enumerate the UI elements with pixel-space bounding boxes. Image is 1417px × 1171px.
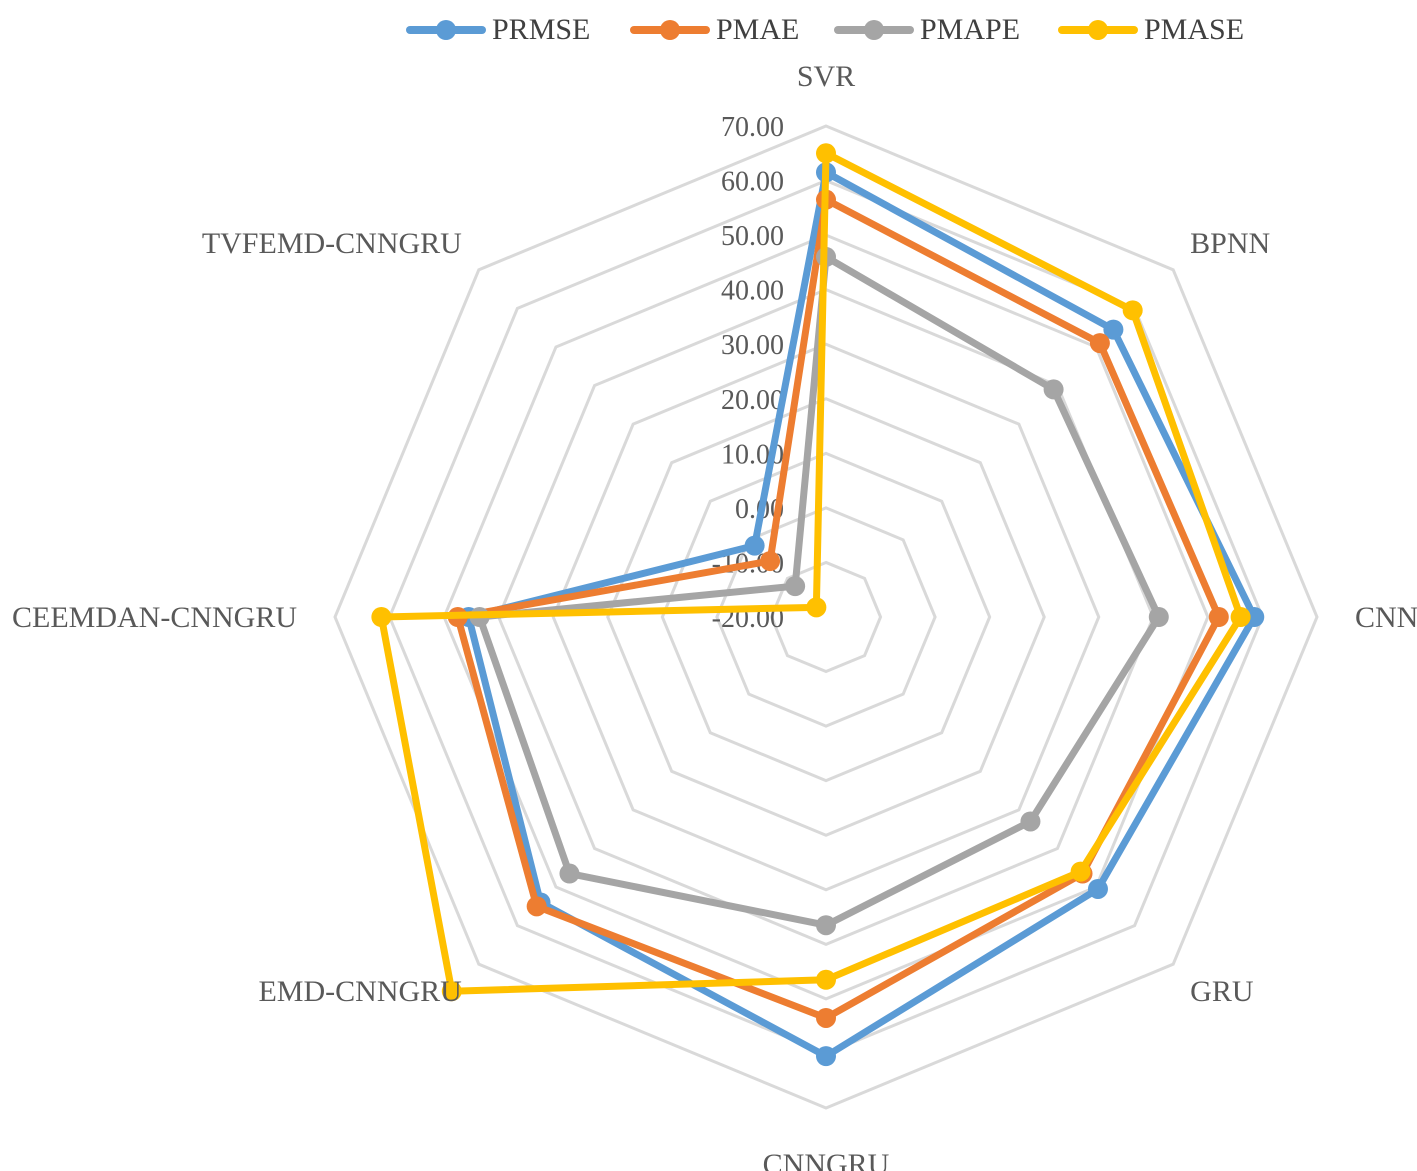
grid-ring-1	[769, 560, 883, 674]
data-point-pmase-svr	[816, 143, 836, 164]
data-point-pmase-cnngru	[816, 969, 836, 990]
category-label-gru: GRU	[1190, 975, 1254, 1008]
data-point-pmae-emd-cnngru	[526, 896, 547, 917]
legend: PRMSE PMAE PMAPE PMASE	[0, 10, 1417, 54]
tick-label-6: 40.00	[721, 276, 784, 307]
data-point-pmae-tvfemd-cnngru	[760, 551, 781, 572]
category-label-tvfemd-cnngru: TVFEMD-CNNGRU	[202, 227, 462, 260]
radar-series	[371, 143, 1265, 1067]
data-point-pmape-emd-cnngru	[559, 863, 580, 884]
tick-label-8: 60.00	[721, 167, 784, 198]
data-point-pmase-bpnn	[1122, 300, 1143, 321]
category-label-cnn: CNN	[1355, 601, 1417, 634]
data-point-pmae-bpnn	[1089, 333, 1110, 354]
category-label-bpnn: BPNN	[1190, 227, 1270, 260]
legend-label-pmase: PMASE	[1144, 13, 1245, 46]
data-point-pmase-cnn	[1230, 607, 1251, 627]
category-label-ceemdan-cnngru: CEEMDAN-CNNGRU	[12, 601, 297, 634]
radial-axis-ticks: -20.00-10.000.0010.0020.0030.0040.0050.0…	[712, 112, 784, 634]
grid-ring-4	[606, 397, 1046, 837]
data-point-prmse-tvfemd-cnngru	[744, 535, 765, 556]
data-point-prmse-bpnn	[1103, 319, 1124, 340]
data-point-pmape-bpnn	[1043, 379, 1064, 400]
category-label-emd-cnngru: EMD-CNNGRU	[258, 975, 462, 1008]
grid-ring-3	[660, 451, 992, 783]
tick-label-5: 30.00	[721, 330, 784, 361]
data-point-pmase-gru	[1070, 861, 1091, 882]
legend-swatch-prmse	[406, 20, 486, 40]
data-point-prmse-cnngru	[816, 1046, 836, 1067]
legend-item-pmase[interactable]: PMASE	[1058, 10, 1244, 50]
legend-item-pmae[interactable]: PMAE	[630, 10, 799, 50]
data-point-pmape-cnngru	[816, 915, 836, 936]
grid-ring-5	[551, 342, 1101, 892]
data-point-prmse-gru	[1087, 878, 1108, 899]
legend-swatch-pmae	[630, 20, 710, 40]
data-point-pmase-emd-cnngru	[441, 981, 462, 1002]
data-point-pmase-tvfemd-cnngru	[806, 597, 827, 618]
grid-ring-7	[442, 233, 1210, 1001]
data-point-pmape-gru	[1020, 811, 1041, 832]
legend-label-pmae: PMAE	[716, 13, 800, 46]
data-point-pmae-cnngru	[816, 1007, 836, 1028]
data-point-pmae-cnn	[1208, 607, 1229, 627]
tick-label-9: 70.00	[721, 112, 784, 143]
legend-swatch-pmase	[1058, 20, 1138, 40]
tick-label-4: 20.00	[721, 385, 784, 416]
grid-ring-9	[333, 124, 1319, 1110]
data-point-pmase-ceemdan-cnngru	[371, 607, 392, 627]
category-labels: SVRBPNNCNNGRUCNNGRUEMD-CNNGRUCEEMDAN-CNN…	[12, 60, 1417, 1171]
legend-item-pmape[interactable]: PMAPE	[834, 10, 1020, 50]
series-pmase	[371, 143, 1251, 1002]
legend-item-prmse[interactable]: PRMSE	[406, 10, 590, 50]
data-point-pmape-cnn	[1148, 607, 1169, 627]
legend-label-pmape: PMAPE	[920, 13, 1021, 46]
tick-label-7: 50.00	[721, 221, 784, 252]
legend-label-prmse: PRMSE	[492, 13, 591, 46]
category-label-svr: SVR	[797, 60, 855, 93]
legend-swatch-pmape	[834, 20, 914, 40]
data-point-pmape-tvfemd-cnngru	[785, 576, 806, 597]
category-label-cnngru: CNNGRU	[763, 1148, 890, 1171]
